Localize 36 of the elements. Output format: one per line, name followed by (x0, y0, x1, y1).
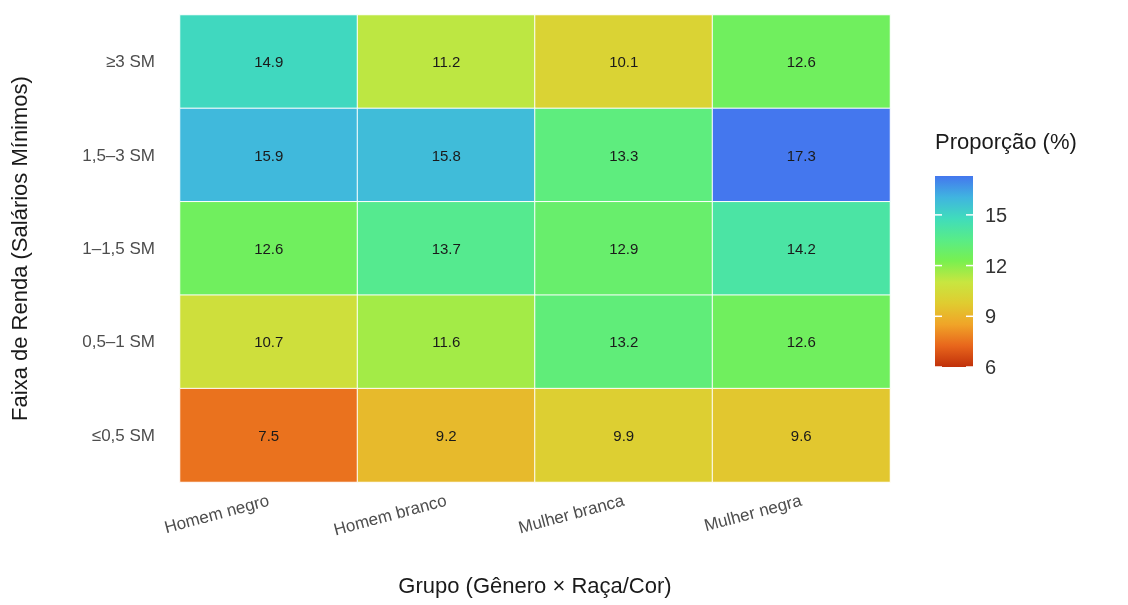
color-bar-label: 12 (985, 254, 1008, 277)
data-label: 10.7 (254, 333, 284, 351)
data-label: 12.9 (609, 240, 639, 257)
x-tick-label: Mulher negra (702, 490, 805, 536)
data-label: 11.2 (432, 53, 461, 71)
x-tick-label: Homem branco (331, 490, 449, 540)
y-tick-label: 1,5–3 SM (82, 145, 155, 165)
color-bar-label: 15 (985, 203, 1008, 226)
data-label: 14.2 (786, 240, 816, 257)
color-bar-title: Proporção (%) (935, 128, 1077, 154)
data-label: 17.3 (786, 146, 816, 164)
data-label: 9.6 (790, 426, 812, 444)
data-label: 12.6 (786, 333, 816, 351)
x-tick-label: Homem negro (162, 490, 272, 538)
data-label: 11.6 (432, 333, 461, 351)
y-tick-label: 0,5–1 SM (82, 332, 155, 352)
data-label: 9.9 (613, 426, 635, 444)
y-axis-title: Faixa de Renda (Salários Mínimos) (6, 76, 32, 421)
data-label: 15.8 (431, 146, 461, 164)
data-label: 9.2 (435, 426, 457, 444)
data-label: 12.6 (786, 53, 816, 71)
y-tick-label: ≤0,5 SM (91, 425, 155, 445)
y-tick-label: 1–1,5 SM (82, 239, 155, 258)
y-tick-label: ≥3 SM (105, 52, 155, 72)
data-label: 12.6 (254, 240, 284, 257)
data-label: 13.3 (609, 146, 639, 164)
data-label: 10.1 (609, 53, 639, 71)
color-bar-label: 6 (985, 356, 997, 378)
data-label: 13.2 (609, 333, 639, 351)
x-tick-label: Mulher branca (516, 490, 627, 538)
x-axis-title: Grupo (Gênero × Raça/Cor) (398, 572, 672, 598)
data-label: 7.5 (258, 426, 280, 444)
color-bar-label: 9 (985, 305, 997, 328)
data-label: 13.7 (431, 240, 461, 257)
data-label: 15.9 (254, 146, 284, 164)
data-label: 14.9 (254, 53, 284, 71)
